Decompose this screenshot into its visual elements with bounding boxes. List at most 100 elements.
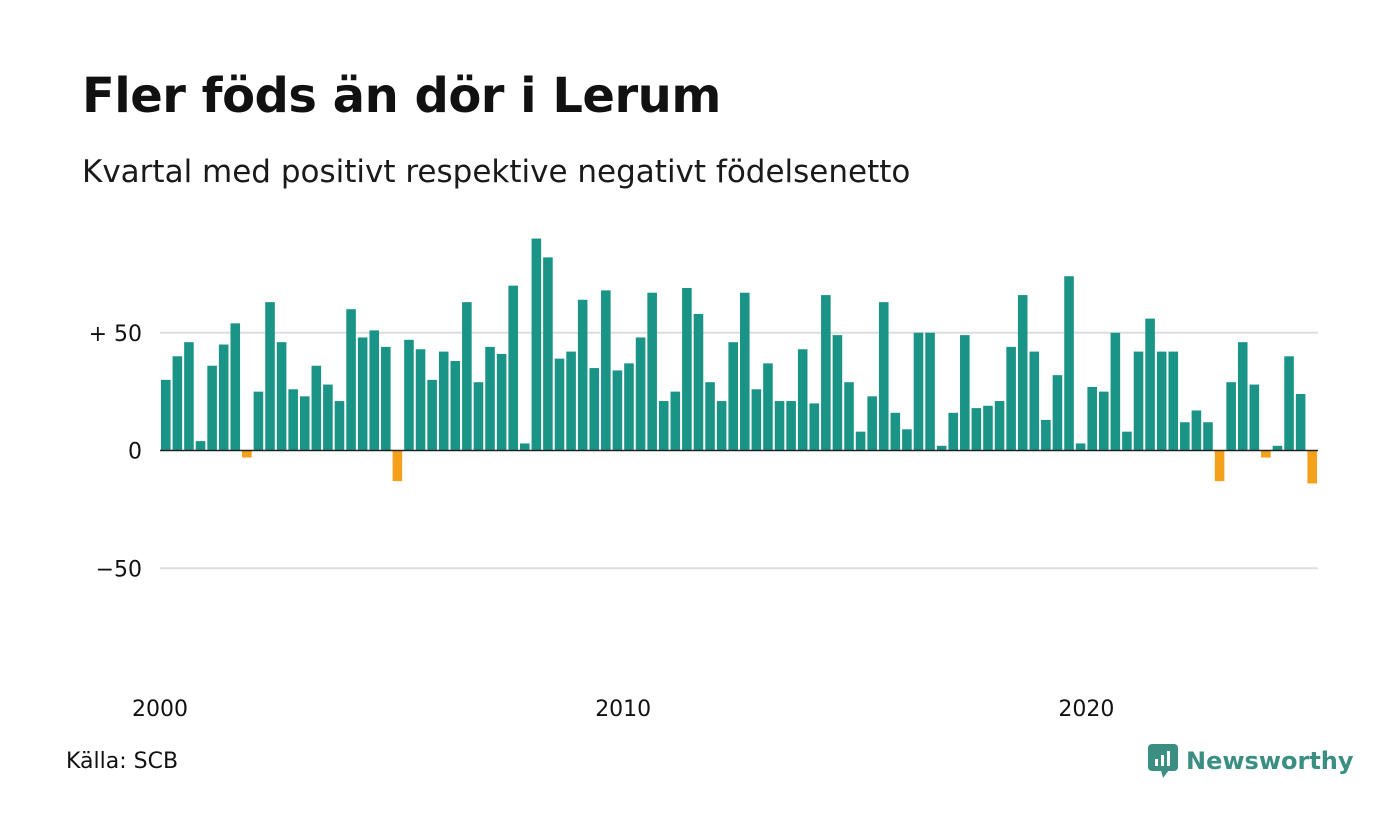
bar	[311, 365, 322, 451]
bar	[635, 337, 646, 451]
bar	[543, 257, 553, 451]
x-axis-ticks: 2000 2010 2020	[132, 697, 1114, 722]
bar	[1122, 431, 1132, 451]
bar	[589, 368, 600, 451]
bar	[960, 335, 970, 451]
bar	[566, 351, 576, 451]
bar	[878, 302, 889, 451]
bar	[1098, 391, 1109, 451]
bar	[1075, 443, 1086, 451]
bar	[230, 323, 241, 451]
bar	[1180, 422, 1190, 451]
bar	[184, 342, 194, 451]
bar	[381, 346, 391, 451]
bar	[844, 382, 854, 451]
bar	[346, 309, 356, 451]
x-tick-label: 2000	[132, 697, 188, 722]
bar	[1006, 346, 1016, 451]
bar	[1017, 295, 1028, 451]
bar	[1156, 351, 1167, 451]
bar	[1307, 450, 1317, 484]
bar	[427, 379, 437, 451]
bar	[832, 335, 843, 451]
bar	[207, 365, 217, 451]
bar	[705, 382, 715, 451]
bar	[1052, 375, 1063, 451]
bar	[242, 450, 252, 458]
bar	[462, 302, 472, 451]
bar	[172, 356, 183, 451]
bar	[1087, 386, 1097, 451]
bar	[971, 408, 982, 451]
bar	[1168, 351, 1179, 451]
bar	[1041, 419, 1051, 451]
bar	[994, 401, 1005, 451]
bar	[740, 292, 750, 451]
bar	[1249, 384, 1260, 451]
bar	[1284, 356, 1294, 451]
bar	[890, 412, 901, 451]
bar	[774, 401, 785, 451]
bar	[1272, 445, 1283, 451]
bar	[438, 351, 449, 451]
bar	[392, 450, 403, 482]
bar	[1064, 276, 1074, 451]
bar	[948, 412, 959, 451]
bar	[601, 290, 611, 451]
bar	[751, 389, 762, 451]
bar	[716, 401, 727, 451]
bar	[577, 299, 588, 451]
bar	[786, 401, 796, 451]
bar	[693, 313, 704, 451]
bar	[809, 403, 820, 451]
bar	[299, 396, 310, 451]
bar	[1295, 393, 1306, 451]
bar	[357, 337, 368, 451]
bar	[554, 358, 565, 451]
bar	[485, 346, 495, 451]
bar	[369, 330, 380, 451]
bar	[763, 363, 773, 451]
bar	[288, 389, 298, 451]
bar	[682, 288, 692, 451]
bar	[1110, 332, 1121, 451]
bar	[334, 401, 345, 451]
bar	[1029, 351, 1040, 451]
newsworthy-logo: Newsworthy	[1148, 744, 1354, 778]
y-axis-ticks: + 50 0 −50	[89, 322, 142, 583]
y-tick-label: + 50	[89, 322, 142, 347]
bar	[612, 370, 623, 451]
chat-bubble-bar-chart-icon	[1148, 744, 1178, 778]
bar	[913, 332, 924, 451]
bar	[195, 441, 206, 451]
bar	[902, 429, 912, 451]
bar	[983, 405, 993, 451]
bar	[1214, 450, 1225, 482]
bar	[519, 443, 530, 451]
y-tick-label: 0	[128, 440, 142, 465]
bar	[218, 344, 229, 451]
bar	[265, 302, 275, 451]
bar	[253, 391, 264, 451]
bar	[404, 339, 414, 451]
chart-subtitle: Kvartal med positivt respektive negativt…	[82, 154, 911, 190]
bar	[1237, 342, 1248, 451]
bar	[647, 292, 657, 451]
bar	[728, 342, 738, 451]
bar	[508, 285, 518, 451]
y-tick-label: −50	[96, 557, 142, 582]
x-tick-label: 2020	[1058, 697, 1114, 722]
bar	[855, 431, 866, 451]
bar	[936, 445, 947, 451]
bar	[473, 382, 484, 451]
bar	[450, 361, 461, 451]
chart-title: Fler föds än dör i Lerum	[82, 68, 721, 124]
bar	[925, 332, 935, 451]
bar	[496, 353, 507, 451]
bar	[624, 363, 634, 451]
bar	[161, 379, 171, 451]
bar	[797, 349, 808, 451]
bar	[867, 396, 877, 451]
bars	[161, 238, 1317, 484]
brand-name: Newsworthy	[1186, 747, 1354, 775]
